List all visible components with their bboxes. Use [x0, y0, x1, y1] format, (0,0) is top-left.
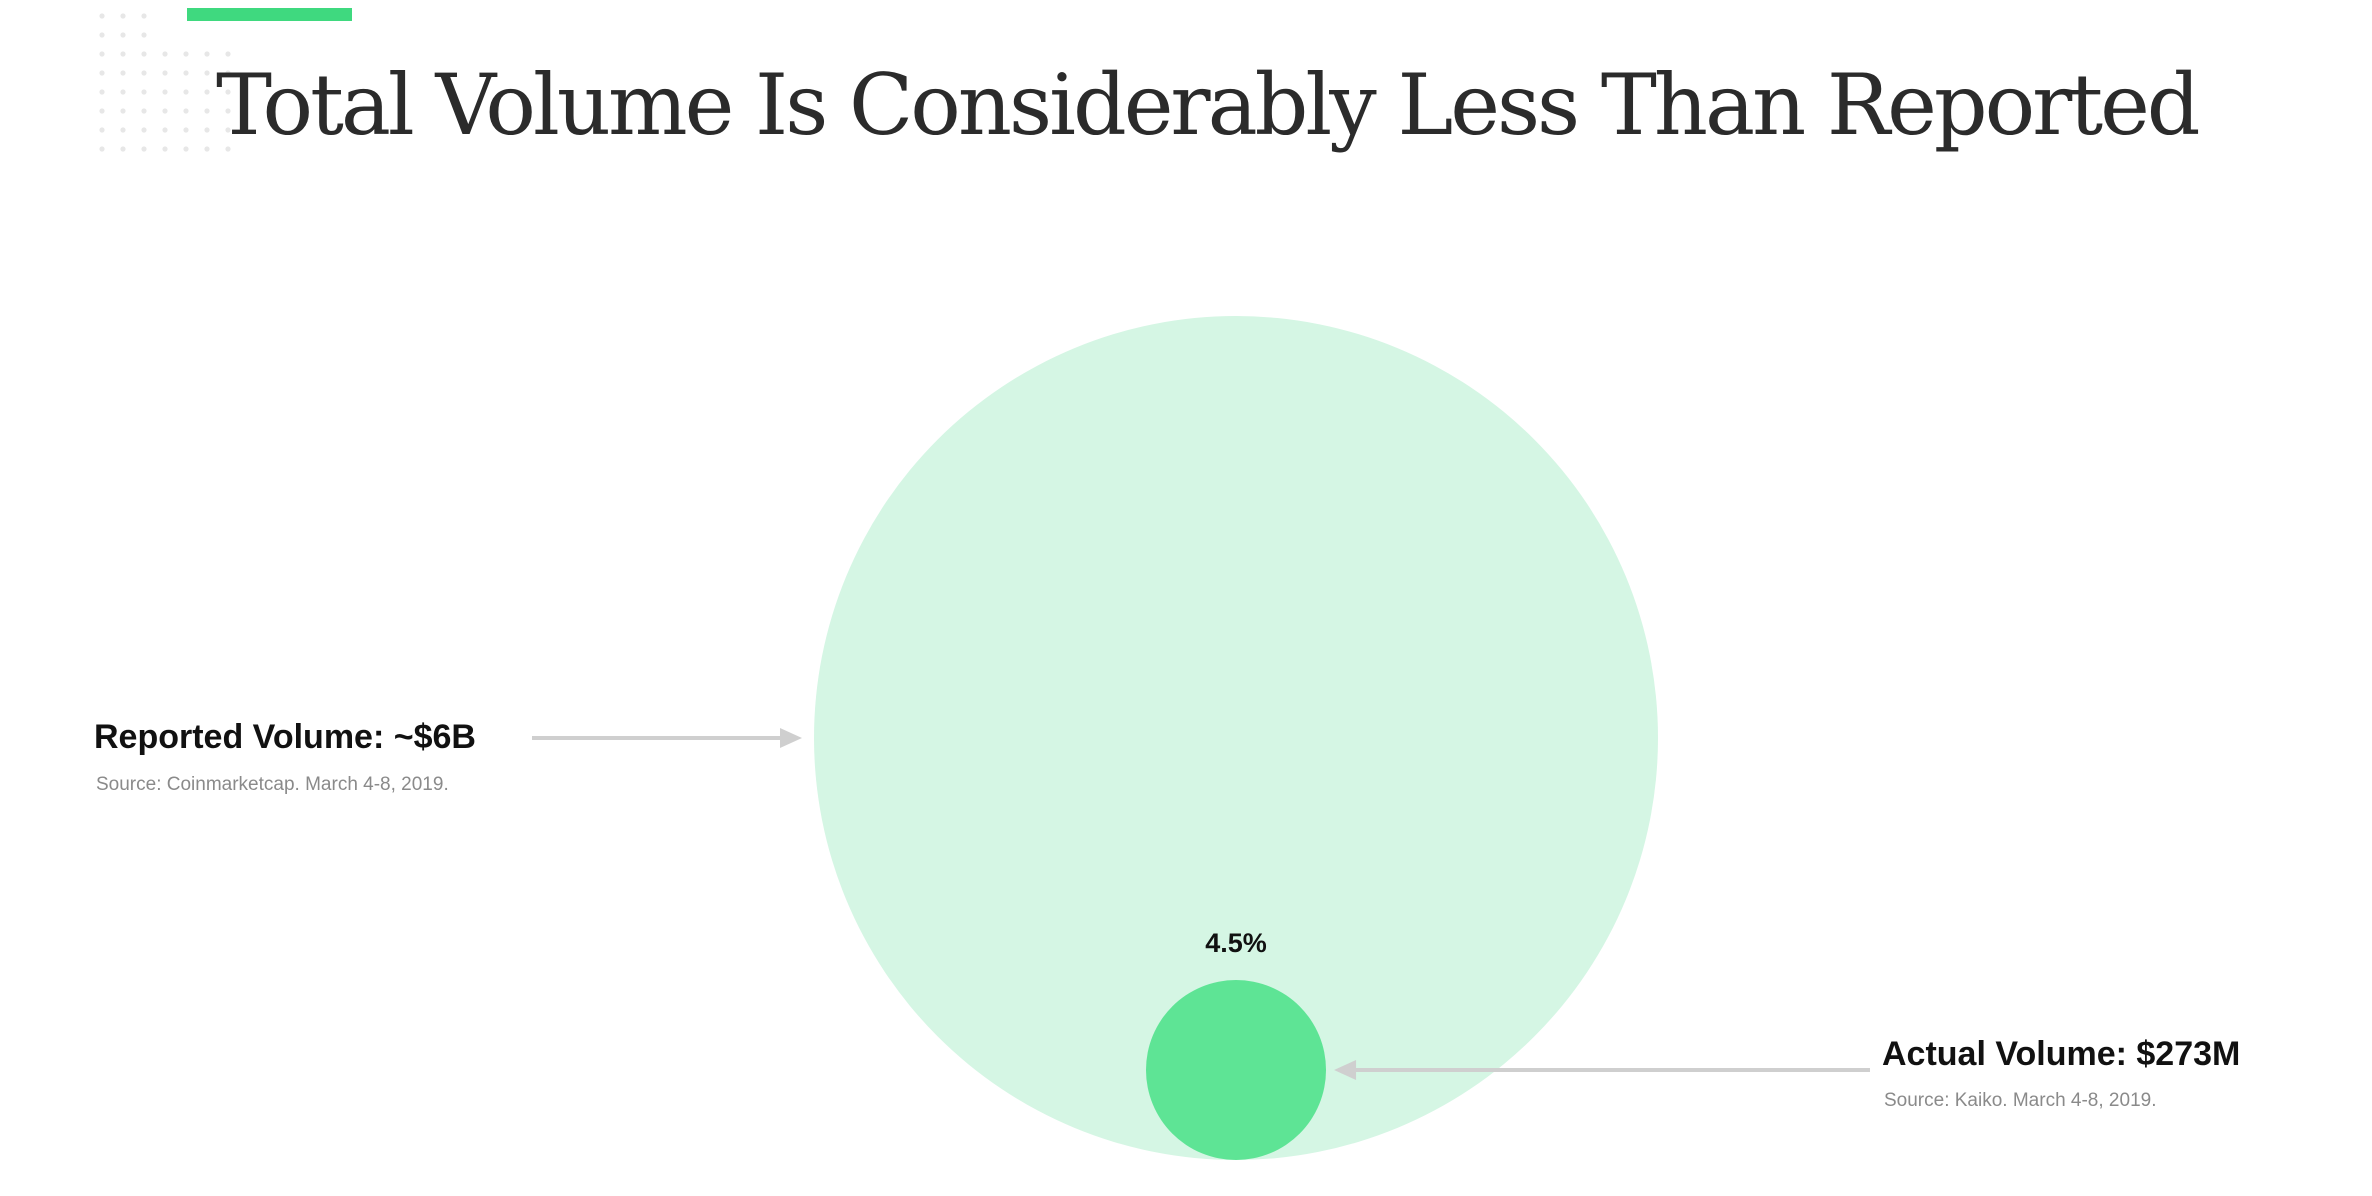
decorative-dot — [183, 108, 189, 114]
decorative-dot — [204, 89, 210, 95]
decorative-dot — [225, 89, 231, 95]
decorative-dot — [120, 89, 126, 95]
decorative-dot — [99, 32, 105, 38]
percentage-annotation: 4.5% — [1205, 927, 1267, 958]
decorative-dot — [141, 146, 147, 152]
decorative-dot — [225, 51, 231, 57]
decorative-dot — [141, 51, 147, 57]
decorative-dot — [99, 146, 105, 152]
decorative-dot — [141, 108, 147, 114]
decorative-dot — [204, 108, 210, 114]
decorative-dot — [162, 127, 168, 133]
decorative-dot — [99, 108, 105, 114]
decorative-dot — [99, 89, 105, 95]
decorative-dot — [162, 51, 168, 57]
accent-bar — [187, 8, 352, 21]
decorative-dot — [141, 13, 147, 19]
decorative-dot — [99, 70, 105, 76]
actual-volume-arrowhead — [1334, 1059, 1357, 1080]
decorative-dot — [225, 70, 231, 76]
decorative-dot — [141, 70, 147, 76]
decorative-dot-grid — [99, 13, 231, 152]
decorative-dot — [183, 89, 189, 95]
decorative-dot — [204, 51, 210, 57]
decorative-dot — [99, 13, 105, 19]
decorative-dot — [225, 146, 231, 152]
decorative-dot — [162, 108, 168, 114]
decorative-dot — [162, 89, 168, 95]
decorative-dot — [204, 70, 210, 76]
chart-title: Total Volume Is Considerably Less Than R… — [216, 56, 2201, 154]
decorative-dot — [120, 32, 126, 38]
decorative-dot — [99, 127, 105, 133]
decorative-dot — [120, 108, 126, 114]
decorative-dot — [99, 51, 105, 57]
decorative-dot — [204, 127, 210, 133]
decorative-dot — [120, 51, 126, 57]
decorative-dot — [183, 127, 189, 133]
actual-volume-bubble — [1145, 979, 1327, 1160]
decorative-dot — [183, 70, 189, 76]
reported-volume-arrowhead — [780, 728, 802, 748]
decorative-dot — [204, 146, 210, 152]
decorative-dot — [141, 32, 147, 38]
actual-volume-label: Actual Volume: $273M — [1882, 1035, 2241, 1073]
decorative-dot — [120, 13, 126, 19]
decorative-dot — [120, 127, 126, 133]
decorative-dot — [225, 108, 231, 114]
actual-volume-source: Source: Kaiko. March 4-8, 2019. — [1884, 1090, 2157, 1111]
decorative-dot — [162, 70, 168, 76]
decorative-dot — [225, 127, 231, 133]
reported-volume-bubble — [814, 316, 1658, 1160]
decorative-dot — [162, 146, 168, 152]
reported-volume-label: Reported Volume: ~$6B — [94, 718, 476, 756]
decorative-dot — [141, 127, 147, 133]
decorative-dot — [141, 89, 147, 95]
decorative-dot — [183, 51, 189, 57]
decorative-dot — [120, 70, 126, 76]
decorative-dot — [120, 146, 126, 152]
reported-volume-source: Source: Coinmarketcap. March 4-8, 2019. — [96, 774, 449, 795]
decorative-dot — [183, 146, 189, 152]
